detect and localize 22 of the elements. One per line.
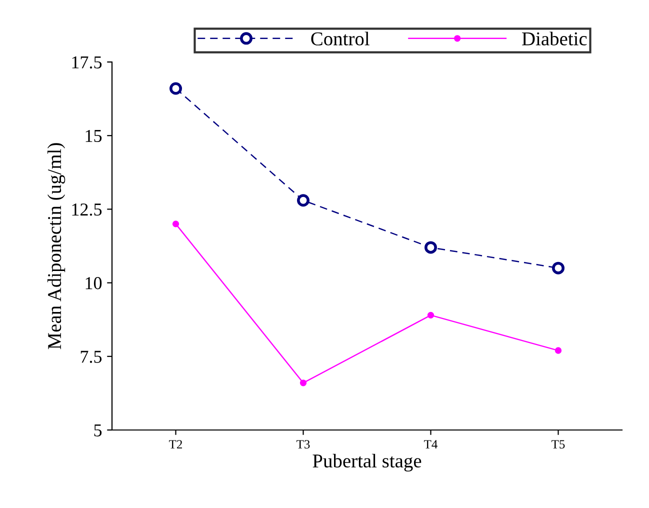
legend-label: Control <box>311 32 370 46</box>
y-tick-label: 15 <box>86 130 102 142</box>
legend-label: Diabetic <box>522 32 587 46</box>
x-tick-label: T5 <box>552 440 565 449</box>
y-tick-label: 12.5 <box>72 204 102 216</box>
point <box>424 241 437 254</box>
y-tick-label: 7.5 <box>80 350 102 363</box>
point <box>552 262 564 274</box>
point <box>297 194 310 207</box>
y-tick-label: 10 <box>86 277 102 290</box>
point <box>170 82 182 95</box>
point <box>172 220 180 228</box>
x-tick-label: T2 <box>169 440 182 448</box>
point <box>427 312 434 319</box>
x-tick-label: T3 <box>296 440 310 449</box>
y-tick-label: 5 <box>94 424 102 436</box>
point <box>300 380 307 386</box>
y-tick-label: 17.5 <box>72 56 102 69</box>
x-axis-title: Pubertal stage <box>312 454 422 472</box>
y-axis-title: Mean Adiponectin (ug/ml) <box>47 143 66 350</box>
point <box>554 347 562 354</box>
x-tick-label: T4 <box>424 440 438 448</box>
